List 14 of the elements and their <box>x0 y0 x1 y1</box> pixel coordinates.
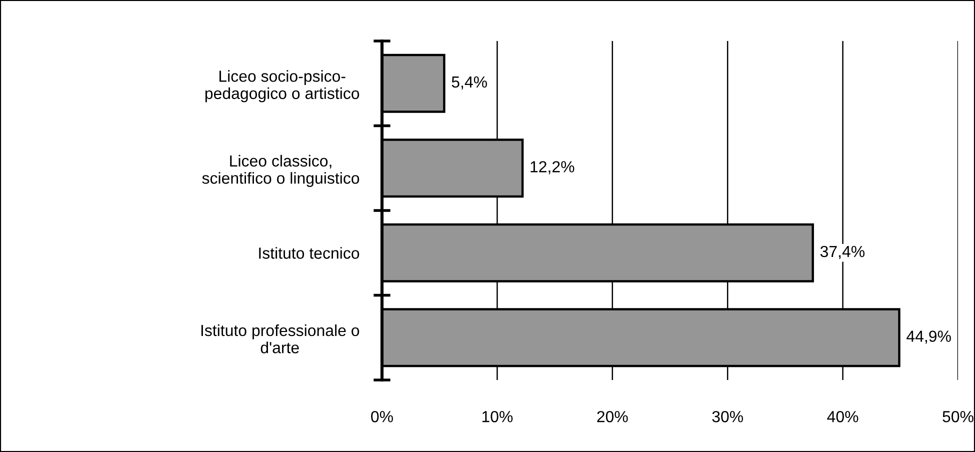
x-tick-label: 0% <box>371 410 393 422</box>
data-label: 5,4% <box>452 76 487 90</box>
y-tick-label: Istituto professionale o d'arte <box>201 324 360 354</box>
data-label: 12,2% <box>530 161 574 174</box>
y-tick-label: Istituto tecnico <box>259 247 360 259</box>
x-tick-label: 10% <box>482 410 513 422</box>
data-label: 37,4% <box>820 246 865 260</box>
y-tick-label: Liceo classico, scientifico o linguistico <box>202 154 360 187</box>
x-tick-label: 50% <box>942 410 974 422</box>
x-tick-label: 30% <box>712 410 744 422</box>
data-label: 44,9% <box>906 330 951 344</box>
x-tick-label: 20% <box>597 410 628 422</box>
y-tick-label: Liceo socio-psico- pedagogico o artistico <box>205 70 360 102</box>
x-tick-label: 40% <box>827 410 858 422</box>
